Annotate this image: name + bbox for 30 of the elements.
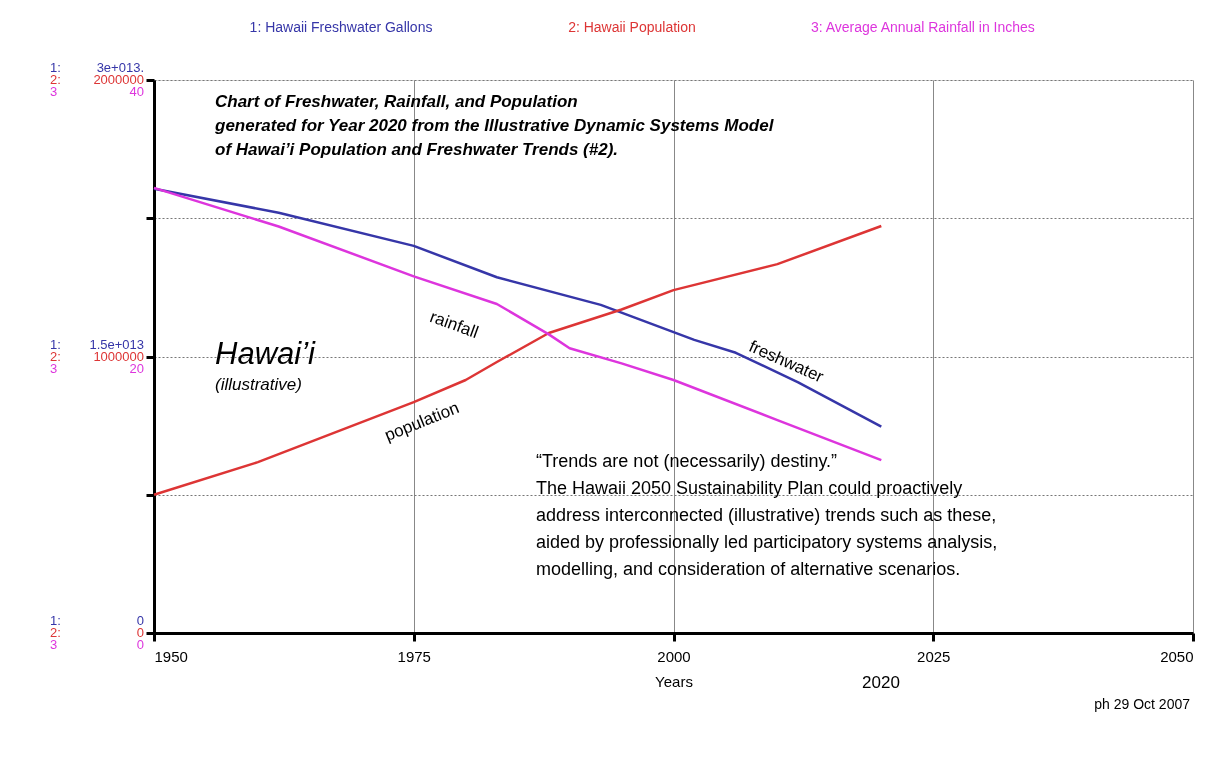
x-tick-label: 2000: [657, 647, 691, 665]
y-tick-label: 3e+013.: [96, 60, 144, 75]
text: 1:: [50, 60, 61, 75]
x-tick-label: 1975: [397, 647, 431, 665]
text: 2020: [862, 673, 900, 692]
x-tick-label: 1950: [154, 647, 188, 665]
text: ph 29 Oct 2007: [1094, 696, 1191, 712]
text: 2: Hawaii Population: [568, 19, 696, 35]
text: 1: Hawaii Freshwater Gallons: [249, 19, 433, 35]
text: 3: Average Annual Rainfall in Inches: [810, 19, 1035, 35]
x-axis-title: Years: [655, 672, 693, 690]
y2-tick-label: 2000000: [93, 72, 144, 87]
annotation: (illustrative): [215, 375, 302, 394]
y-tick-label: 0: [136, 613, 144, 628]
annotation: address interconnected (illustrative) trends such as these,: [536, 505, 997, 525]
annotation: Hawai’i: [215, 336, 317, 371]
x-tick-label: 2025: [917, 647, 951, 665]
y3-tick-label: 40: [129, 84, 144, 99]
annotation: The Hawaii 2050 Sustainability Plan could proactively: [536, 478, 963, 498]
annotation: aided by professionally led participatory systems analysis,: [536, 532, 998, 552]
annotation: rainfall: [427, 307, 481, 343]
text: 3: [50, 84, 58, 99]
x-tick-label: 2050: [1160, 647, 1194, 665]
text: 1:: [50, 613, 61, 628]
text: 2:: [50, 625, 61, 640]
text: Chart of Freshwater, Rainfall, and Population generated for Year 2020 from the Illustrative Dynamic Systems Model of Hawai’i Population and Freshwater Trends (#2).: [214, 92, 775, 159]
annotation: “Trends are not (necessarily) destiny.”: [536, 451, 838, 471]
annotation: modelling, and consideration of alternative scenarios.: [536, 559, 961, 579]
text: 3: [50, 637, 58, 652]
text: 2:: [50, 72, 61, 87]
